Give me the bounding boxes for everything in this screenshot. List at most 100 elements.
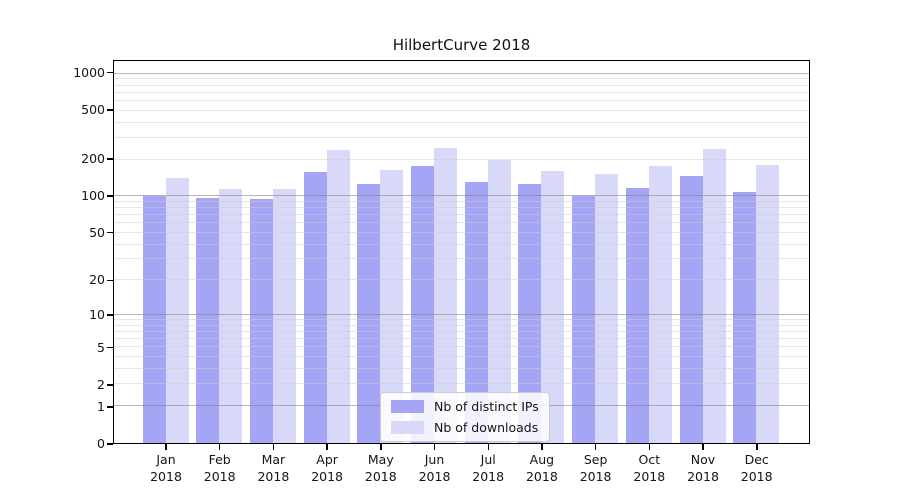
gridline-minor-60 <box>114 222 809 224</box>
bar-nb-of-distinct-ips-feb-2018 <box>196 198 220 443</box>
gridline-minor-800 <box>114 84 809 86</box>
y-tick-mark-5 <box>107 346 113 349</box>
x-tick-month-sep-2018: Sep <box>583 452 608 467</box>
gridline-minor-5 <box>114 346 809 348</box>
x-tick-year-jan-2018: 2018 <box>150 469 182 484</box>
x-tick-year-may-2018: 2018 <box>364 469 397 484</box>
y-tick-label-50: 50 <box>89 224 105 240</box>
bar-nb-of-distinct-ips-oct-2018 <box>625 187 649 443</box>
x-tick-label-oct-2018: Oct 2018 <box>633 451 665 485</box>
x-tick-label-apr-2018: Apr 2018 <box>311 451 343 485</box>
y-tick-mark-1000 <box>107 71 113 74</box>
bar-nb-of-downloads-feb-2018 <box>219 188 243 443</box>
x-tick-year-feb-2018: 2018 <box>203 469 236 484</box>
y-tick-label-100: 100 <box>81 187 105 203</box>
x-tick-month-jul-2018: Jul <box>480 452 496 467</box>
x-tick-mark-may-2018 <box>380 444 382 450</box>
y-tick-label-10: 10 <box>89 306 105 322</box>
bar-nb-of-distinct-ips-aug-2018 <box>518 184 542 443</box>
x-tick-label-aug-2018: Aug 2018 <box>526 451 558 485</box>
x-tick-month-feb-2018: Feb <box>208 452 231 467</box>
bar-nb-of-downloads-apr-2018 <box>326 150 350 443</box>
bar-nb-of-downloads-aug-2018 <box>541 171 565 443</box>
y-tick-label-5: 5 <box>97 339 105 355</box>
y-tick-label-200: 200 <box>81 150 105 166</box>
gridline-minor-8 <box>114 324 809 326</box>
x-tick-label-mar-2018: Mar 2018 <box>257 451 289 485</box>
gridline-minor-7 <box>114 330 809 332</box>
x-tick-mark-jun-2018 <box>433 444 436 450</box>
bar-nb-of-downloads-jan-2018 <box>165 178 189 443</box>
x-tick-mark-jan-2018 <box>165 444 167 450</box>
y-tick-mark-20 <box>107 279 113 282</box>
x-tick-label-feb-2018: Feb 2018 <box>204 451 236 485</box>
x-tick-year-apr-2018: 2018 <box>311 469 343 484</box>
x-tick-mark-nov-2018 <box>702 444 704 450</box>
bars-layer <box>114 61 809 443</box>
plot-area: Nb of distinct IPs Nb of downloads <box>113 60 810 444</box>
gridline-minor-2 <box>114 383 809 385</box>
x-tick-mark-mar-2018 <box>272 444 275 450</box>
x-tick-year-sep-2018: 2018 <box>579 469 612 484</box>
x-tick-label-nov-2018: Nov 2018 <box>687 451 719 485</box>
gridline-minor-600 <box>114 99 809 101</box>
x-tick-mark-aug-2018 <box>541 444 543 450</box>
x-tick-month-jan-2018: Jan <box>156 452 176 467</box>
bar-nb-of-downloads-mar-2018 <box>272 188 296 443</box>
legend-item-nb-of-distinct-ips: Nb of distinct IPs <box>391 399 539 414</box>
gridline-minor-500 <box>114 109 809 111</box>
gridline-minor-50 <box>114 231 809 233</box>
bar-nb-of-distinct-ips-nov-2018 <box>679 175 703 443</box>
y-tick-mark-0 <box>107 443 113 445</box>
gridline-minor-300 <box>114 136 809 138</box>
y-tick-mark-2 <box>107 384 113 386</box>
bar-nb-of-distinct-ips-may-2018 <box>357 184 381 443</box>
gridline-minor-4 <box>114 356 809 357</box>
x-tick-month-dec-2018: Dec <box>744 452 769 467</box>
x-tick-year-nov-2018: 2018 <box>687 469 719 484</box>
x-tick-mark-feb-2018 <box>218 444 221 450</box>
bar-nb-of-downloads-jul-2018 <box>487 160 511 443</box>
y-tick-label-0: 0 <box>97 435 105 451</box>
x-tick-year-mar-2018: 2018 <box>257 469 290 484</box>
x-tick-month-may-2018: May <box>367 452 394 467</box>
legend: Nb of distinct IPs Nb of downloads <box>380 392 550 442</box>
x-tick-label-sep-2018: Sep 2018 <box>580 451 612 485</box>
bar-nb-of-downloads-sep-2018 <box>595 174 619 443</box>
x-tick-year-jul-2018: 2018 <box>472 469 505 484</box>
x-tick-label-may-2018: May 2018 <box>365 451 397 485</box>
x-tick-label-dec-2018: Dec 2018 <box>741 451 773 485</box>
x-tick-month-apr-2018: Apr <box>316 452 338 467</box>
legend-label-nb-of-distinct-ips: Nb of distinct IPs <box>434 399 539 414</box>
gridline-minor-200 <box>114 158 809 160</box>
y-tick-label-500: 500 <box>81 101 105 117</box>
gridline-minor-900 <box>114 78 809 80</box>
x-tick-year-jun-2018: 2018 <box>418 469 451 484</box>
y-tick-label-1: 1 <box>97 398 105 414</box>
gridline-minor-6 <box>114 338 809 339</box>
y-tick-mark-50 <box>107 231 113 234</box>
x-tick-month-oct-2018: Oct <box>638 452 661 467</box>
legend-item-nb-of-downloads: Nb of downloads <box>391 420 539 435</box>
legend-label-nb-of-downloads: Nb of downloads <box>434 420 539 435</box>
x-tick-mark-dec-2018 <box>756 444 758 450</box>
y-tick-mark-200 <box>107 158 113 160</box>
y-tick-mark-500 <box>107 109 113 111</box>
y-tick-mark-10 <box>107 314 113 316</box>
bar-nb-of-downloads-nov-2018 <box>702 149 726 443</box>
gridline-major-1000 <box>114 72 809 74</box>
bar-nb-of-distinct-ips-mar-2018 <box>249 199 273 443</box>
bar-nb-of-distinct-ips-jul-2018 <box>464 182 488 443</box>
bar-nb-of-downloads-dec-2018 <box>756 165 780 443</box>
chart-title: HilbertCurve 2018 <box>392 36 531 54</box>
grid-layer <box>114 61 809 443</box>
y-tick-label-20: 20 <box>89 272 105 288</box>
y-tick-mark-1 <box>107 406 113 408</box>
gridline-minor-9 <box>114 318 809 320</box>
legend-swatch-nb-of-downloads <box>391 421 424 434</box>
bar-nb-of-downloads-jun-2018 <box>434 147 457 443</box>
x-tick-month-nov-2018: Nov <box>690 452 716 467</box>
x-tick-mark-oct-2018 <box>648 444 650 450</box>
